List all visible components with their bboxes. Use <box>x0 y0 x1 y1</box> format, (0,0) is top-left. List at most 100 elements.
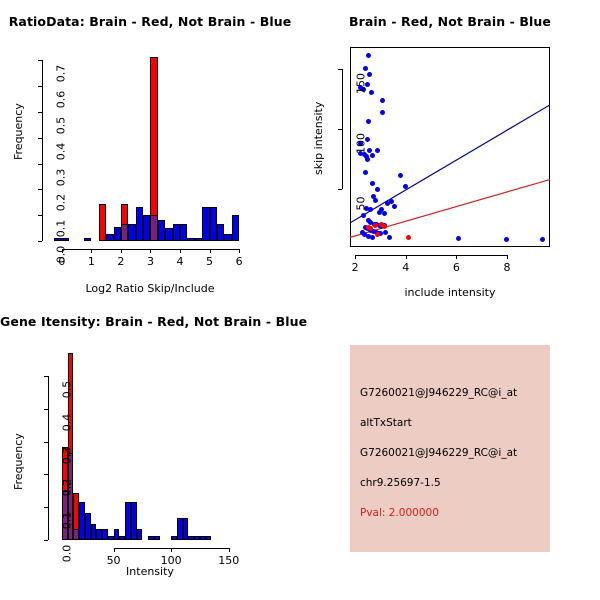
scatter-point-not-brain <box>369 234 375 240</box>
histogram-bar-not-brain <box>113 227 121 241</box>
y-tick-mark <box>38 60 42 62</box>
y-tick-mark <box>38 163 42 165</box>
scatter-point-not-brain <box>358 150 364 156</box>
histogram-bar-not-brain <box>54 237 62 241</box>
scatter-point-not-brain <box>366 233 372 239</box>
histogram-bar-not-brain <box>61 237 70 241</box>
histogram-bar-not-brain <box>180 223 188 241</box>
scatter-point-not-brain <box>504 237 510 243</box>
scatter-title: Brain - Red, Not Brain - Blue <box>348 14 552 29</box>
scatter-point-not-brain <box>456 236 462 242</box>
annotation-info-lines: G7260021@J946229_RC@i_at altTxStart G72600… <box>300 300 600 600</box>
info-line-3: G7260021@J946229_RC@i_at <box>360 447 518 459</box>
scatter-point-not-brain <box>366 72 372 78</box>
annotation-info-box <box>350 345 550 552</box>
y-tick-mark <box>44 474 48 476</box>
x-tick-label: 2 <box>117 255 125 268</box>
x-tick-label: 100 <box>160 554 182 567</box>
scatter-point-not-brain <box>357 140 363 146</box>
y-tick-mark <box>38 111 42 113</box>
scatter-point-not-brain <box>397 173 403 179</box>
x-tick-mark <box>113 548 115 552</box>
x-tick-mark <box>61 249 63 253</box>
scatter-point-brain <box>382 224 388 230</box>
x-tick-mark <box>355 255 357 259</box>
histogram-bar-not-brain <box>209 206 217 241</box>
scatter-point-not-brain <box>365 119 371 125</box>
histogram-bar-not-brain <box>202 206 210 241</box>
histogram-bar-not-brain <box>113 529 120 540</box>
scatter-fit-line <box>350 104 550 224</box>
x-tick-label: 6 <box>452 261 460 274</box>
histogram-bar-not-brain <box>125 501 131 540</box>
x-tick-mark <box>456 255 458 259</box>
y-axis-line <box>342 68 343 190</box>
histogram-bar-not-brain <box>136 529 143 540</box>
y-tick-mark <box>38 189 42 191</box>
histogram-bar-not-brain <box>224 234 232 241</box>
panel-intensity-scatter: Brain - Red, Not Brain - Blue skip inten… <box>300 0 600 300</box>
x-tick-label: 0 <box>58 255 66 268</box>
y-tick-mark <box>338 128 342 130</box>
scatter-xlabel: include intensity <box>404 286 496 299</box>
histogram-bar-not-brain <box>107 535 114 540</box>
scatter-point-not-brain <box>365 52 371 58</box>
histogram-bar-not-brain <box>187 237 195 241</box>
x-axis-line <box>113 548 229 549</box>
ratio-histogram-y-axis: 0.0 0.1 0.2 0.3 0.4 0.5 0.6 0.7 <box>0 0 300 300</box>
histogram-bar-overlap <box>67 452 74 540</box>
scatter-point-not-brain <box>370 180 376 186</box>
x-tick-label: 5 <box>206 255 214 268</box>
histogram-bar-not-brain <box>119 535 126 540</box>
histogram-bar-overlap <box>120 223 129 241</box>
scatter-point-not-brain <box>385 201 391 207</box>
x-tick-mark <box>239 249 241 253</box>
scatter-point-not-brain <box>372 197 378 203</box>
histogram-bar-not-brain <box>188 535 195 540</box>
scatter-point-not-brain <box>378 231 384 237</box>
scatter-point-not-brain <box>380 97 386 103</box>
histogram-bar-not-brain <box>84 512 91 540</box>
x-axis-line <box>355 255 507 256</box>
x-tick-label: 50 <box>106 554 121 567</box>
histogram-bar-not-brain <box>199 535 206 540</box>
histogram-bar-overlap <box>150 215 158 241</box>
x-tick-label: 2 <box>351 261 359 274</box>
panel-gene-intensity-histogram: Gene Itensity: Brain - Red, Not Brain - … <box>0 300 307 600</box>
x-tick-label: 150 <box>218 554 240 567</box>
scatter-point-brain <box>368 226 374 232</box>
ratio-histogram-x-axis: 0 1 2 3 4 5 6 <box>0 0 300 300</box>
y-tick-mark <box>44 540 48 541</box>
y-tick-mark <box>38 86 42 87</box>
y-tick-mark <box>44 507 48 509</box>
histogram-bar-not-brain <box>194 237 203 241</box>
y-tick-mark <box>44 376 48 378</box>
ratio-histogram-plot <box>50 55 245 241</box>
scatter-point-not-brain <box>369 152 375 158</box>
y-axis-line <box>42 60 43 241</box>
histogram-bar-not-brain <box>194 535 200 540</box>
y-tick-mark <box>38 215 42 217</box>
x-tick-mark <box>405 255 407 259</box>
y-tick-mark <box>44 408 48 410</box>
y-tick-mark <box>338 68 342 70</box>
scatter-point-not-brain <box>389 198 395 204</box>
info-line-2: altTxStart <box>360 417 412 429</box>
gene-histogram-y-axis: 0.0 0.1 0.2 0.3 0.4 0.5 <box>0 300 300 600</box>
info-line-5: Pval: 2.000000 <box>360 507 439 519</box>
x-tick-label: 6 <box>235 255 243 268</box>
scatter-point-not-brain <box>363 205 369 211</box>
y-axis-line <box>48 376 49 540</box>
scatter-point-not-brain <box>367 220 373 226</box>
histogram-bar-not-brain <box>176 518 183 540</box>
scatter-plot-frame <box>350 47 550 247</box>
scatter-point-not-brain <box>376 222 382 228</box>
scatter-point-brain <box>405 234 411 240</box>
scatter-point-not-brain <box>370 228 376 234</box>
x-tick-mark <box>228 548 230 552</box>
scatter-point-not-brain <box>374 186 380 192</box>
scatter-point-not-brain <box>360 86 366 92</box>
scatter-point-not-brain <box>358 85 364 91</box>
info-line-4: chr9.25697-1.5 <box>360 477 441 489</box>
